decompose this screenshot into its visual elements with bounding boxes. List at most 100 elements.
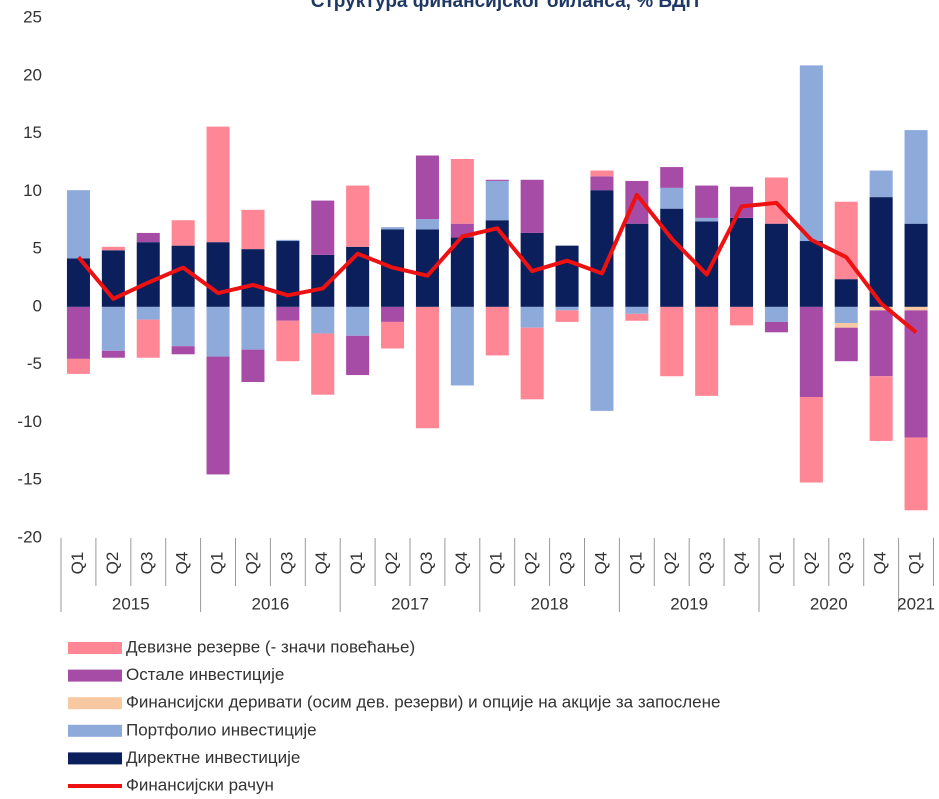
bar-segment: [171, 346, 195, 355]
year-label: 2020: [810, 594, 848, 613]
legend-swatch: [68, 669, 122, 682]
legend-label: Остале инвестиције: [126, 665, 284, 684]
bar-segment: [695, 185, 719, 218]
y-tick-label: 5: [33, 239, 42, 258]
line: [76, 192, 918, 334]
x-tick-label: Q2: [522, 552, 541, 575]
legend-label: Портфолио инвестиције: [126, 720, 317, 739]
year-label: 2018: [531, 594, 569, 613]
x-tick-label: Q4: [591, 552, 610, 575]
bar-segment: [485, 220, 509, 307]
bar-segment: [206, 356, 230, 475]
bar-segment: [276, 306, 300, 321]
bar-segment: [834, 201, 858, 280]
bar-segment: [415, 219, 439, 230]
x-tick-label: Q4: [871, 552, 890, 575]
bar-segment: [695, 221, 719, 307]
x-tick-label: Q1: [766, 552, 785, 575]
bar-segment: [869, 376, 893, 441]
x-tick-label: Q3: [836, 552, 855, 575]
bar-segment: [869, 197, 893, 307]
bar-segment: [660, 187, 684, 209]
x-tick-label: Q1: [906, 552, 925, 575]
bar-segment: [206, 306, 230, 357]
chart-title: Структура финансијског биланса, % БДП: [311, 0, 699, 12]
bar-segment: [415, 229, 439, 307]
bar-segment: [590, 170, 614, 177]
bar-segment: [904, 306, 928, 311]
bar-segment: [904, 223, 928, 307]
y-tick-label: -20: [17, 527, 42, 546]
bar-segment: [555, 245, 579, 307]
x-tick-label: Q4: [173, 552, 192, 575]
x-tick-label: Q1: [68, 552, 87, 575]
x-tick-label: Q2: [661, 552, 680, 575]
x-tick-label: Q1: [208, 552, 227, 575]
bar-segment: [485, 180, 509, 221]
legend-swatch: [68, 752, 122, 765]
y-tick-label: 0: [33, 296, 42, 315]
legend-label: Девизне резерве (- значи повећање): [126, 637, 415, 656]
x-tick-label: Q2: [103, 552, 122, 575]
bar-segment: [206, 242, 230, 307]
bar-segment: [241, 209, 265, 250]
x-tick-label: Q2: [801, 552, 820, 575]
year-label: 2016: [251, 594, 289, 613]
bar-segment: [66, 306, 90, 359]
x-tick-label: Q4: [731, 552, 750, 575]
x-tick-label: Q3: [557, 552, 576, 575]
legend-swatch: [68, 642, 122, 654]
bar-segment: [381, 321, 405, 349]
legend-label: Директне инвестиције: [126, 748, 300, 767]
bar-segment: [590, 306, 614, 411]
bar-segment: [171, 306, 195, 347]
year-label: 2017: [391, 594, 429, 613]
bar-segment: [904, 310, 928, 438]
bar-segment: [799, 65, 823, 242]
bar-segment: [241, 306, 265, 350]
year-label: 2015: [112, 594, 150, 613]
bar-segment: [520, 327, 544, 400]
bar-segment: [346, 335, 370, 376]
bar-segment: [869, 170, 893, 198]
bar-segment: [904, 437, 928, 511]
legend-label: Финансијски рачун: [126, 775, 274, 794]
x-tick-label: Q1: [487, 552, 506, 575]
x-tick-label: Q3: [417, 552, 436, 575]
bar-segment: [799, 397, 823, 483]
bar-segment: [625, 313, 649, 321]
bar-segment: [625, 223, 649, 307]
x-tick-label: Q3: [277, 552, 296, 575]
bar-segment: [625, 306, 649, 314]
bar-segment: [520, 306, 544, 328]
bar-segment: [660, 306, 684, 377]
bar-segment: [799, 306, 823, 398]
x-tick-label: Q3: [696, 552, 715, 575]
bar-segment: [171, 245, 195, 307]
bar-segment: [415, 306, 439, 429]
x-tick-label: Q1: [626, 552, 645, 575]
bar-segment: [66, 358, 90, 374]
bar-segment: [415, 155, 439, 220]
bar-segment: [450, 306, 474, 386]
bar-segment: [625, 180, 649, 224]
legend-label: Финансијски деривати (осим дев. резерви)…: [126, 693, 720, 712]
bar-segment: [276, 239, 300, 242]
y-tick-label: -5: [27, 354, 42, 373]
bar-segment: [381, 227, 405, 230]
bar-segment: [799, 241, 823, 307]
bar-segment: [450, 237, 474, 307]
bar-segment: [695, 306, 719, 396]
y-tick-label: 20: [23, 65, 42, 84]
bar-segment: [764, 177, 788, 224]
bar-segment: [311, 333, 335, 395]
bar-segment: [904, 130, 928, 224]
bar-segment: [311, 200, 335, 255]
bar-segment: [171, 220, 195, 246]
x-tick-label: Q3: [138, 552, 157, 575]
bar-segment: [869, 310, 893, 377]
bar-segment: [136, 242, 160, 307]
bar-segment: [101, 350, 125, 358]
bar-segment: [695, 217, 719, 222]
